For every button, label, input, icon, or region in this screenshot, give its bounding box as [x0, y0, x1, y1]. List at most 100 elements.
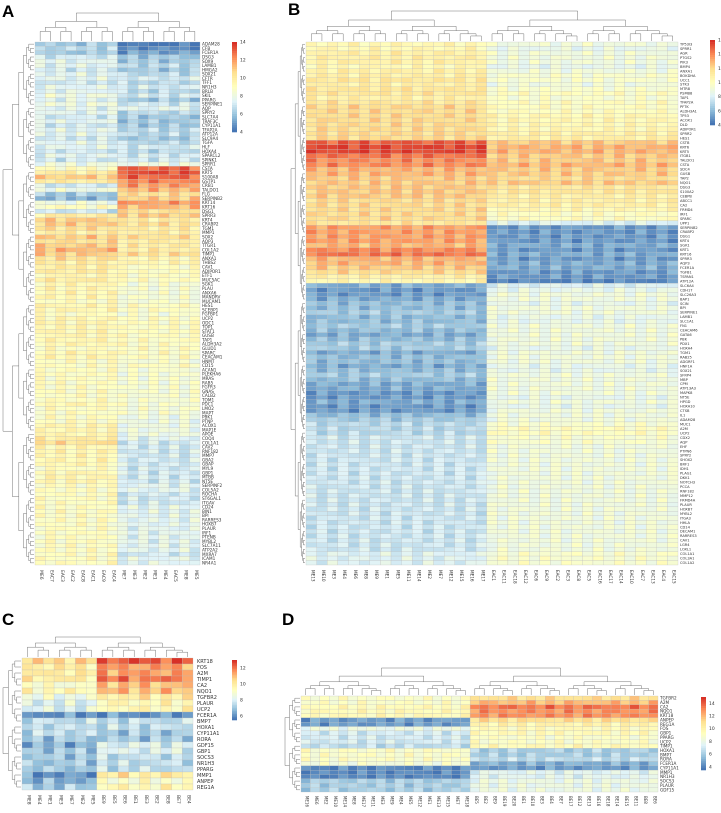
- heatmap-cell: [96, 509, 108, 514]
- heatmap-cell: [592, 99, 604, 105]
- heatmap-cell: [107, 149, 118, 154]
- heatmap-cell: [550, 243, 562, 248]
- heatmap-cell: [179, 414, 190, 420]
- heatmap-cell: [359, 345, 370, 351]
- heatmap-cell: [603, 332, 615, 338]
- heatmap-cell: [465, 341, 477, 347]
- heatmap-cell: [148, 406, 159, 411]
- heatmap-cell: [189, 329, 201, 334]
- heatmap-cell: [571, 220, 583, 226]
- heatmap-cell: [635, 305, 647, 311]
- heatmap-cell: [529, 301, 540, 306]
- row-label: CAV2: [202, 445, 213, 450]
- heatmap-cell: [592, 140, 604, 145]
- heatmap-cell: [635, 238, 647, 244]
- heatmap-cell: [667, 149, 679, 154]
- heatmap-cell: [327, 126, 339, 132]
- heatmap-cell: [401, 359, 413, 364]
- heatmap-cell: [635, 256, 647, 262]
- heatmap-cell: [138, 560, 149, 566]
- heatmap-cell: [667, 381, 679, 387]
- heatmap-cell: [158, 127, 170, 133]
- heatmap-cell: [117, 371, 128, 377]
- heatmap-cell: [486, 77, 498, 83]
- heatmap-cell: [107, 114, 118, 120]
- heatmap-cell: [179, 174, 190, 180]
- heatmap-cell: [179, 110, 190, 116]
- heatmap-cell: [359, 310, 370, 315]
- heatmap-cell: [55, 333, 67, 338]
- heatmap-cell: [380, 247, 392, 253]
- heatmap-cell: [65, 110, 77, 116]
- heatmap-cell: [433, 77, 445, 83]
- row-label: APOE: [202, 432, 214, 437]
- heatmap-cell: [189, 281, 201, 287]
- heatmap-cell: [592, 180, 604, 186]
- heatmap-cell: [624, 117, 636, 123]
- heatmap-cell: [497, 278, 509, 284]
- heatmap-cell: [454, 77, 466, 83]
- heatmap-cell: [635, 310, 647, 315]
- heatmap-cell: [667, 216, 679, 221]
- heatmap-cell: [158, 543, 170, 548]
- heatmap-cell: [635, 99, 647, 105]
- heatmap-cell: [497, 251, 509, 257]
- heatmap-cell: [65, 89, 77, 94]
- heatmap-cell: [656, 140, 668, 145]
- heatmap-cell: [475, 41, 487, 47]
- heatmap-cell: [34, 221, 46, 227]
- heatmap-cell: [316, 305, 328, 311]
- heatmap-cell: [327, 225, 339, 230]
- heatmap-cell: [117, 543, 128, 548]
- heatmap-cell: [107, 269, 118, 274]
- heatmap-cell: [34, 487, 46, 493]
- heatmap-cell: [486, 269, 498, 275]
- heatmap-cell: [76, 63, 87, 68]
- heatmap-cell: [96, 556, 108, 561]
- heatmap-cell: [65, 281, 77, 287]
- row-label: SPARC: [202, 350, 215, 355]
- heatmap-cell: [656, 202, 668, 208]
- heatmap-cell: [614, 122, 625, 128]
- heatmap-cell: [401, 345, 413, 351]
- heatmap-cell: [592, 372, 604, 378]
- heatmap-cell: [422, 345, 434, 351]
- heatmap-cell: [667, 319, 679, 324]
- heatmap-cell: [359, 296, 370, 302]
- heatmap-cell: [539, 202, 551, 208]
- heatmap-cell: [603, 126, 615, 132]
- heatmap-cell: [624, 207, 636, 212]
- heatmap-cell: [138, 329, 149, 334]
- heatmap-cell: [433, 359, 445, 364]
- heatmap-cell: [86, 320, 97, 326]
- heatmap-cell: [635, 207, 647, 212]
- heatmap-cell: [117, 101, 128, 107]
- heatmap-cell: [107, 530, 118, 536]
- heatmap-cell: [96, 414, 108, 420]
- heatmap-cell: [45, 71, 56, 77]
- heatmap-cell: [168, 522, 180, 527]
- heatmap-cell: [592, 55, 604, 61]
- heatmap-cell: [76, 71, 87, 77]
- heatmap-cell: [158, 513, 170, 518]
- heatmap-cell: [560, 386, 572, 391]
- heatmap-cell: [96, 221, 108, 227]
- heatmap-cell: [327, 50, 339, 56]
- heatmap-cell: [454, 386, 466, 391]
- heatmap-cell: [148, 41, 159, 47]
- heatmap-cell: [189, 213, 201, 218]
- colorbar-segment: [232, 105, 237, 108]
- heatmap-cell: [168, 410, 180, 416]
- heatmap-cell: [656, 162, 668, 168]
- heatmap-cell: [529, 229, 540, 235]
- heatmap-cell: [34, 504, 46, 510]
- heatmap-cell: [45, 153, 56, 158]
- heatmap-cell: [401, 207, 413, 212]
- heatmap-cell: [65, 277, 77, 283]
- heatmap-cell: [337, 82, 349, 87]
- heatmap-cell: [327, 390, 339, 396]
- heatmap-cell: [316, 193, 328, 199]
- heatmap-cell: [117, 114, 128, 120]
- heatmap-cell: [86, 187, 97, 193]
- heatmap-cell: [34, 496, 46, 501]
